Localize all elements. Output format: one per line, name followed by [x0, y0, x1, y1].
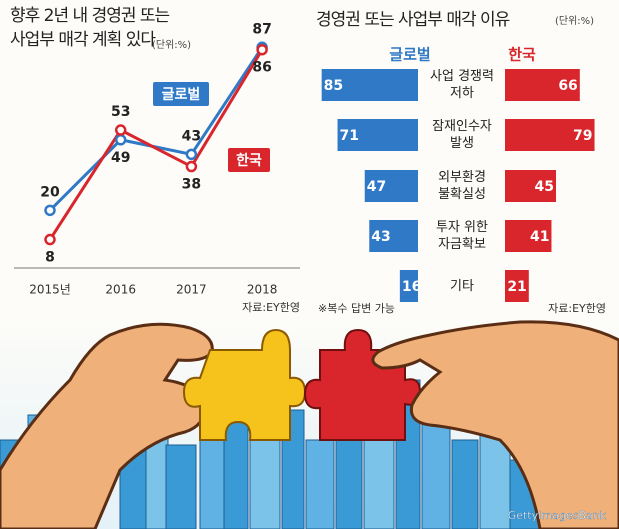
value-label: 21: [507, 279, 526, 295]
value-label: 8: [45, 250, 55, 266]
value-label: 47: [367, 179, 386, 195]
unit-label: (단위:%): [152, 40, 192, 51]
value-label: 45: [535, 179, 554, 195]
value-label: 86: [252, 60, 271, 76]
point: [185, 160, 198, 173]
value-label: 16: [402, 279, 421, 295]
legend-label: 글로벌: [162, 86, 201, 103]
x-tick-label: 2015년: [29, 283, 71, 297]
value-label: 41: [530, 229, 549, 245]
bar: [369, 220, 418, 252]
point: [114, 134, 127, 146]
x-tick-label: 2016: [105, 283, 136, 297]
bar: [321, 69, 418, 101]
value-label: 85: [324, 78, 343, 94]
legend-label: 글로벌: [389, 46, 430, 64]
value-label: 53: [111, 104, 130, 120]
bar: [505, 170, 556, 202]
bar: [505, 119, 595, 151]
right-hand: [371, 320, 619, 529]
bar: [505, 270, 529, 302]
legend-box: [153, 82, 209, 106]
point: [256, 43, 268, 56]
note: ※복수 답변 가능: [318, 302, 395, 315]
source: 자료:EY한영: [242, 301, 300, 314]
value-label: 20: [40, 184, 60, 200]
bar: [505, 220, 552, 252]
yellow-puzzle: [182, 328, 307, 441]
value-label: 79: [573, 128, 592, 144]
point: [44, 233, 56, 246]
value-label: 43: [371, 229, 390, 245]
value-label: 87: [252, 21, 271, 37]
unit-label: (단위:%): [555, 16, 595, 27]
value-label: 71: [340, 128, 359, 144]
line: [48, 46, 264, 212]
legend-box: [228, 148, 270, 172]
point: [185, 148, 198, 161]
value-label: 43: [182, 128, 201, 144]
category-label: 잠재인수자 발생: [432, 119, 492, 151]
line: [48, 48, 264, 241]
value-label: 66: [558, 78, 577, 94]
legend-label: 한국: [236, 153, 262, 169]
bar: [505, 69, 580, 101]
legend-label: 한국: [508, 46, 536, 64]
point: [44, 204, 56, 217]
bar: [364, 170, 418, 202]
category-label: 사업 경쟁력 저하: [430, 69, 494, 101]
category-label: 투자 위한 자금확보: [436, 220, 488, 252]
source: 자료:EY한영: [548, 302, 606, 315]
value-label: 49: [111, 150, 130, 166]
x-tick-label: 2017: [176, 283, 207, 297]
x-tick-label: 2018: [247, 283, 278, 297]
bar: [337, 119, 418, 151]
point: [114, 124, 127, 136]
category-label: 외부환경 불확실성: [438, 170, 486, 202]
chart-title: 경영권 또는 사업부 매각 이유: [316, 10, 510, 30]
chart-title: 향후 2년 내 경영권 또는 사업부 매각 계획 있다: [10, 6, 170, 50]
category-label: 기타: [450, 278, 474, 294]
bar: [399, 270, 418, 302]
credit: GettyImagesBank: [508, 509, 607, 522]
value-label: 38: [182, 177, 201, 193]
